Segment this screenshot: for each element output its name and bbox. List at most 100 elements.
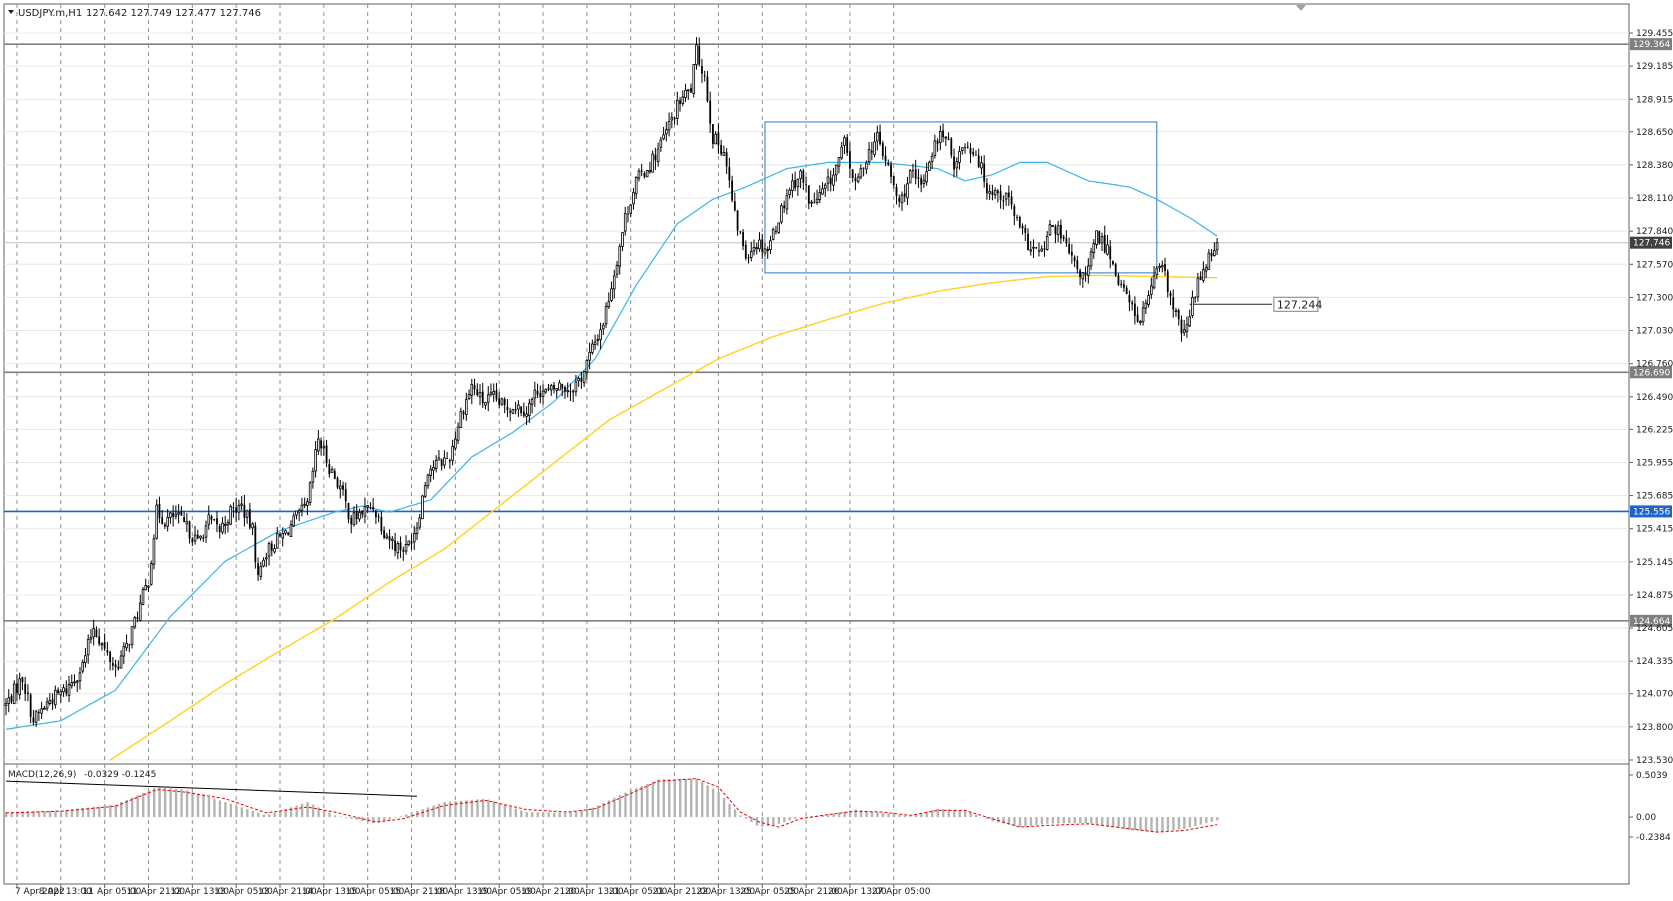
candle [593,334,597,351]
candle-body-down [761,239,764,252]
candle [1062,234,1065,242]
time-tick-label: 11 Apr 05:00 [83,887,142,897]
candle-body-up [755,247,759,250]
candle-body-down [851,169,854,179]
candle [720,139,723,157]
macd-histogram-bar [843,811,846,818]
candle-body-up [577,378,580,382]
candle-body-up [1147,295,1150,305]
candle-body-up [610,288,613,301]
candle-body-up [338,485,342,490]
candle [1016,214,1018,221]
candle-body-up [517,404,520,410]
macd-histogram-bar [1122,817,1126,829]
candle [330,466,334,473]
candle-body-down [188,521,191,539]
macd-histogram-bar [421,809,424,818]
candle-body-up [500,398,504,405]
candle-body-up [86,638,90,656]
ohlc-label: 127.642 127.749 127.477 127.746 [86,8,261,19]
candle [777,222,780,234]
candle [1114,262,1117,278]
candle-body-down [969,148,972,154]
candle-body-down [572,390,575,393]
macd-histogram-bar [1029,817,1033,826]
candle-body-down [1172,297,1175,310]
candle-body-down [1136,314,1139,322]
candle [541,384,545,405]
candle [829,170,832,192]
candle [111,656,114,671]
macd-histogram-bar [931,810,934,818]
macd-pane [5,778,1219,833]
candle [284,529,287,536]
macd-histogram-bar [553,812,556,818]
candle-body-up [456,426,460,441]
candle [158,496,161,524]
candle [769,235,772,254]
candle [86,634,90,664]
candle-body-up [865,162,868,170]
candle [92,619,95,646]
candle-body-down [783,205,786,209]
candle-body-down [164,524,166,527]
candle [204,520,208,543]
candle [536,383,539,399]
time-tick-label: 13 Apr 05:00 [214,887,273,897]
candle-body-up [818,192,822,200]
candle [1120,279,1123,288]
candle-body-down [1007,192,1010,198]
candle-body-up [144,585,148,591]
macd-histogram-bar [443,802,446,818]
time-tick-label: 14 Apr 13:00 [302,887,361,897]
macd-histogram-bar [690,778,693,818]
candle-body-down [328,464,331,475]
candle [300,497,304,517]
candle [1199,271,1202,281]
candle-body-down [536,390,539,395]
macd-histogram-bar [996,817,1000,823]
candle-body-down [136,617,139,619]
time-tick-label: 18 Apr 13:00 [433,887,492,897]
candle [722,145,726,156]
macd-histogram-bar [32,811,35,818]
candle-body-down [1038,250,1040,252]
macd-histogram-bar [624,792,627,818]
candle-body-up [769,240,772,250]
macd-histogram-bar [1046,817,1049,824]
candle [686,89,690,100]
candle-body-up [1155,268,1159,275]
candle [292,512,295,528]
candle-body-up [585,359,589,373]
candle-body-up [925,171,928,183]
candle-body-down [547,387,550,390]
candle-body-down [65,688,68,694]
candle-body-up [632,192,635,205]
candle-body-up [651,153,654,173]
candle-body-up [174,513,178,517]
macd-histogram-bar [794,817,797,819]
candle [818,185,822,204]
chart-shift-marker-icon[interactable] [1296,5,1306,11]
candle-body-up [544,388,548,393]
candle-body-up [226,522,230,526]
candle [947,132,950,141]
symbol-dropdown-icon[interactable] [8,10,14,14]
macd-histogram-bar [1079,817,1082,824]
candle-body-up [944,136,948,139]
candle-body-up [511,409,515,414]
candle-body-up [130,626,134,645]
macd-histogram-bar [289,807,293,818]
candle [813,192,816,204]
candle-body-down [161,517,164,524]
macd-histogram-bar [437,803,441,818]
candle [591,339,594,355]
ma-slow-line [109,274,1218,761]
candle [423,481,427,498]
candle [922,174,926,188]
candle-body-up [618,246,622,267]
candle-body-down [1002,200,1005,202]
candle-body-up [1029,249,1033,252]
